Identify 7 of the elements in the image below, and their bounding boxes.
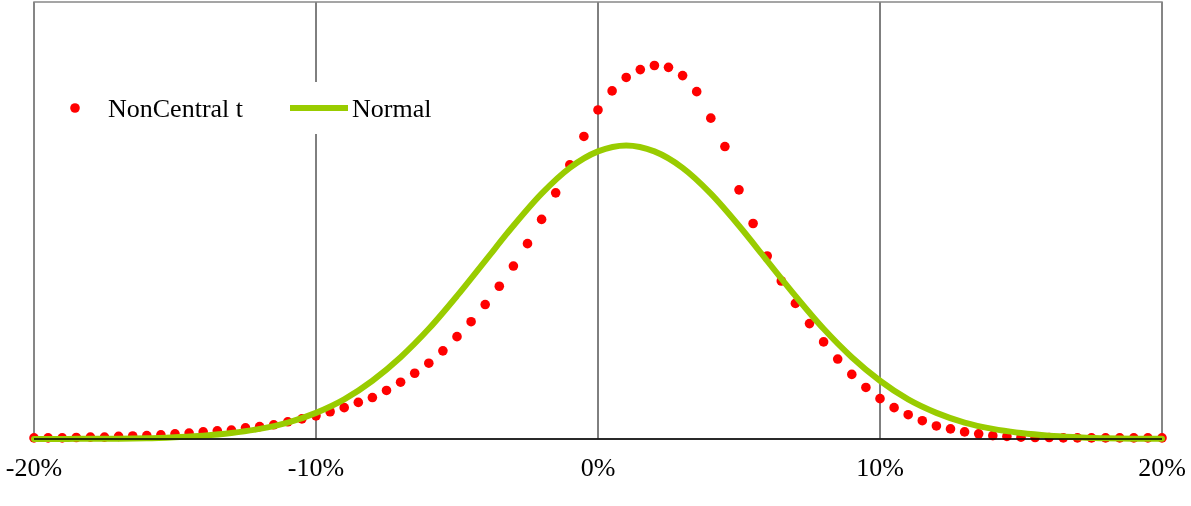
legend-label: Normal [352,94,432,123]
x-tick-label: -20% [5,453,63,482]
x-tick-label: 10% [856,453,904,482]
x-tick-label: 20% [1138,453,1186,482]
x-tick-label: -10% [287,453,345,482]
legend-label: NonCentral t [108,94,244,123]
x-tick-label: 0% [580,453,616,482]
